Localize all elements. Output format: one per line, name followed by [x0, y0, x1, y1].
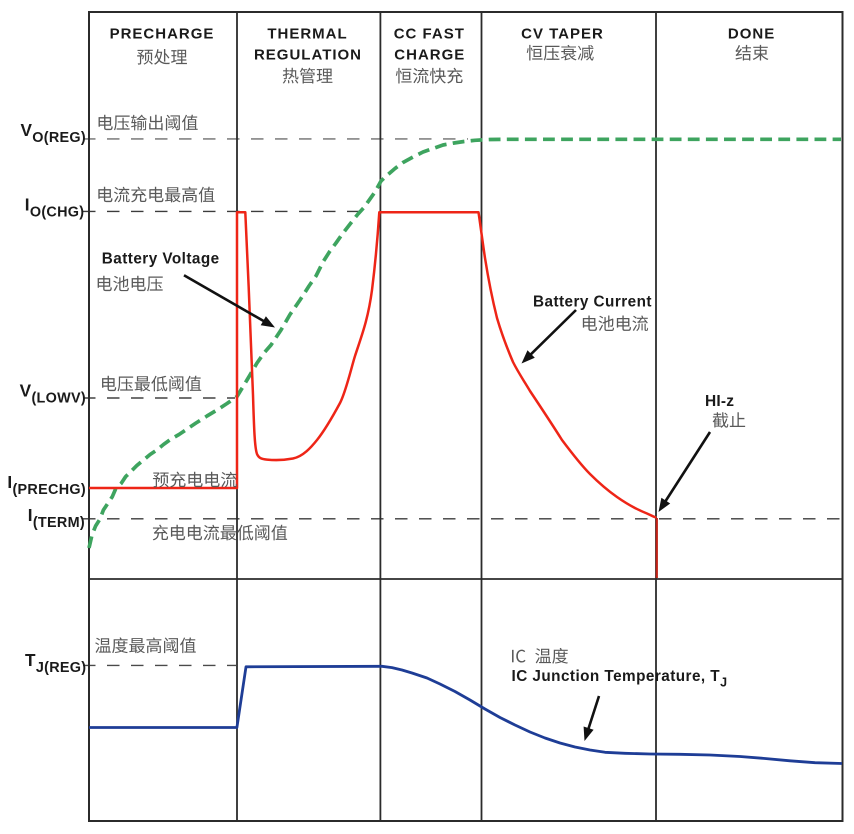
svg-text:CHARGE: CHARGE [394, 47, 465, 64]
svg-text:REGULATION: REGULATION [254, 47, 362, 64]
svg-text:IC Junction Temperature, TJ: IC Junction Temperature, TJ [512, 668, 728, 689]
svg-text:PRECHARGE: PRECHARGE [110, 26, 215, 43]
svg-text:THERMAL: THERMAL [267, 26, 347, 43]
svg-text:CC FAST: CC FAST [394, 26, 465, 43]
svg-text:Battery Voltage: Battery Voltage [102, 250, 220, 267]
svg-text:HI-z: HI-z [705, 393, 734, 410]
svg-text:DONE: DONE [728, 26, 775, 43]
svg-text:CV TAPER: CV TAPER [521, 26, 604, 43]
svg-text:Battery Current: Battery Current [533, 294, 652, 311]
